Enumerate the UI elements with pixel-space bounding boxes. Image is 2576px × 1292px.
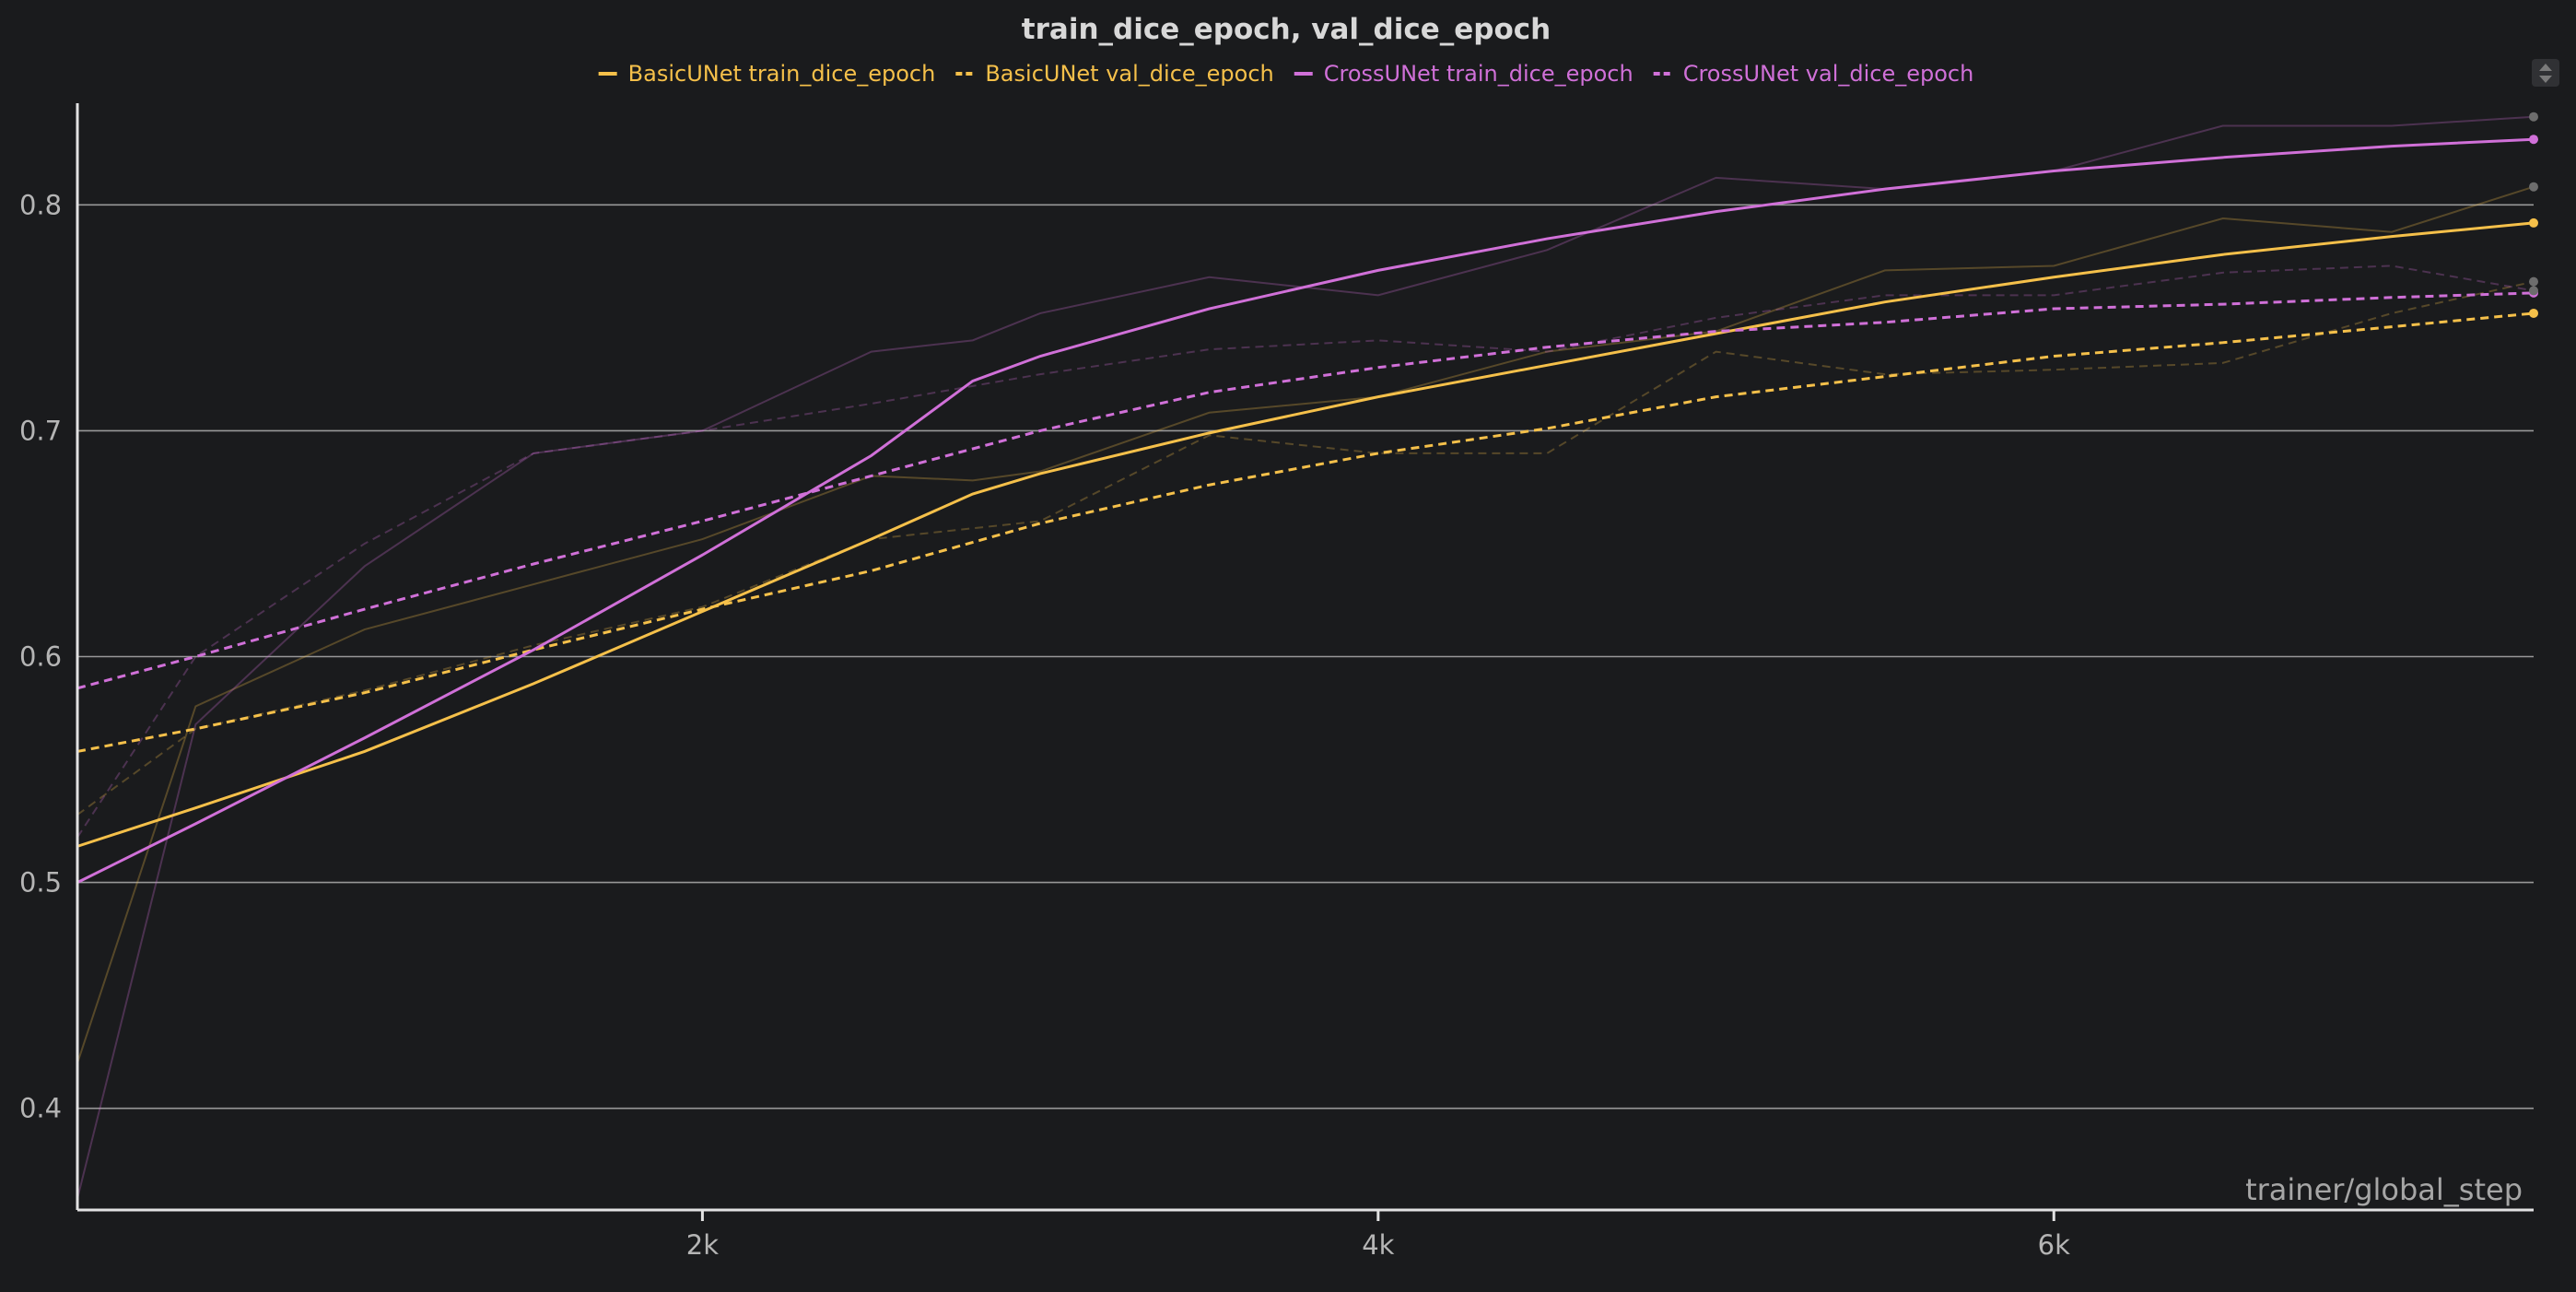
legend-item[interactable]: BasicUNet train_dice_epoch xyxy=(598,61,936,87)
series-raw-line xyxy=(76,280,2535,816)
y-tick-label: 0.7 xyxy=(19,415,62,446)
x-tick-label: 2k xyxy=(686,1229,719,1261)
y-tick-label: 0.4 xyxy=(19,1093,62,1124)
series-raw-line xyxy=(76,115,2535,1199)
smoothed-series-lines xyxy=(76,112,2538,884)
legend-item[interactable]: CrossUNet val_dice_epoch xyxy=(1653,61,1974,87)
legend-item[interactable]: BasicUNet val_dice_epoch xyxy=(955,61,1274,87)
series-smoothed-line[interactable] xyxy=(76,311,2535,753)
series-end-point[interactable] xyxy=(2529,308,2538,318)
series-raw-line xyxy=(76,185,2535,1063)
legend-label: BasicUNet train_dice_epoch xyxy=(628,61,936,87)
chart-title: train_dice_epoch, val_dice_epoch xyxy=(1022,13,1551,46)
series-raw-end-point xyxy=(2529,286,2538,296)
y-tick-label: 0.5 xyxy=(19,867,62,899)
x-axis-label: trainer/global_step xyxy=(2245,1172,2523,1207)
series-end-point[interactable] xyxy=(2529,135,2538,145)
legend-item[interactable]: CrossUNet train_dice_epoch xyxy=(1294,61,1633,87)
chevron-down-icon xyxy=(2539,76,2552,83)
x-tick-label: 4k xyxy=(1362,1229,1394,1261)
legend-scroll-button[interactable] xyxy=(2532,59,2559,87)
series-raw-end-point xyxy=(2529,276,2538,287)
axes: 2k 4k 6k xyxy=(76,103,2534,1261)
y-tick-label: 0.6 xyxy=(19,641,62,673)
series-raw-line xyxy=(76,264,2535,839)
raw-series-lines xyxy=(76,115,2535,1199)
series-smoothed-line[interactable] xyxy=(76,291,2535,690)
series-smoothed-line[interactable] xyxy=(76,221,2535,848)
legend-label: CrossUNet train_dice_epoch xyxy=(1324,61,1633,87)
legend-label: CrossUNet val_dice_epoch xyxy=(1683,61,1974,87)
y-tick-label: 0.8 xyxy=(19,189,62,220)
series-smoothed-line[interactable] xyxy=(76,137,2535,884)
legend-label: BasicUNet val_dice_epoch xyxy=(985,61,1273,87)
grid: 0.4 0.5 0.6 0.7 0.8 xyxy=(19,189,2534,1124)
x-tick-label: 6k xyxy=(2038,1229,2070,1261)
chevron-up-icon xyxy=(2539,64,2552,71)
legend[interactable]: BasicUNet train_dice_epoch BasicUNet val_… xyxy=(598,61,1974,87)
series-end-point[interactable] xyxy=(2529,217,2538,228)
series-raw-end-point xyxy=(2529,182,2538,192)
series-raw-end-point xyxy=(2529,112,2538,122)
